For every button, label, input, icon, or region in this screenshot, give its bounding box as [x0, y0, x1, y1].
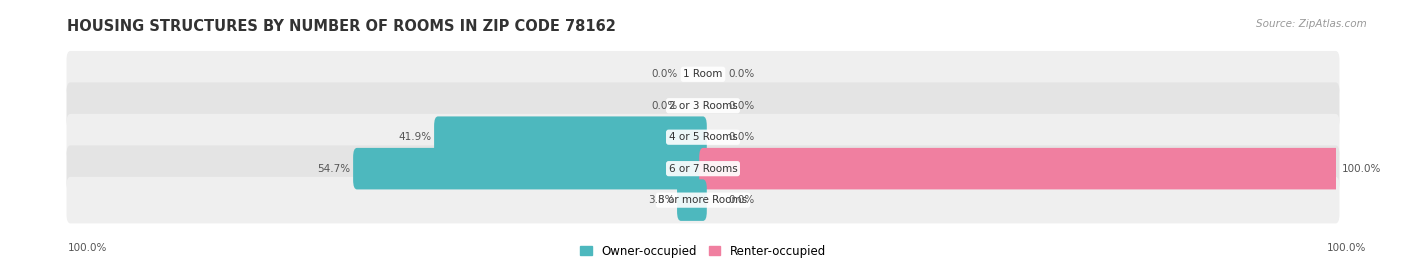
- Text: 100.0%: 100.0%: [1327, 243, 1367, 253]
- FancyBboxPatch shape: [66, 82, 1340, 129]
- FancyBboxPatch shape: [353, 148, 707, 189]
- Text: HOUSING STRUCTURES BY NUMBER OF ROOMS IN ZIP CODE 78162: HOUSING STRUCTURES BY NUMBER OF ROOMS IN…: [67, 19, 616, 34]
- Text: 41.9%: 41.9%: [398, 132, 432, 142]
- Text: 100.0%: 100.0%: [67, 243, 107, 253]
- Text: 0.0%: 0.0%: [728, 101, 755, 111]
- Text: 54.7%: 54.7%: [318, 164, 350, 174]
- FancyBboxPatch shape: [66, 145, 1340, 192]
- Text: 4 or 5 Rooms: 4 or 5 Rooms: [669, 132, 737, 142]
- FancyBboxPatch shape: [66, 114, 1340, 161]
- Text: 8 or more Rooms: 8 or more Rooms: [658, 195, 748, 205]
- FancyBboxPatch shape: [434, 116, 707, 158]
- Text: 3.5%: 3.5%: [648, 195, 675, 205]
- Text: Source: ZipAtlas.com: Source: ZipAtlas.com: [1256, 19, 1367, 29]
- Text: 1 Room: 1 Room: [683, 69, 723, 79]
- FancyBboxPatch shape: [699, 148, 1340, 189]
- FancyBboxPatch shape: [66, 177, 1340, 224]
- Text: 0.0%: 0.0%: [728, 132, 755, 142]
- Text: 100.0%: 100.0%: [1343, 164, 1382, 174]
- Text: 0.0%: 0.0%: [728, 69, 755, 79]
- Text: 0.0%: 0.0%: [728, 195, 755, 205]
- FancyBboxPatch shape: [66, 51, 1340, 98]
- Text: 0.0%: 0.0%: [651, 69, 678, 79]
- Text: 2 or 3 Rooms: 2 or 3 Rooms: [669, 101, 737, 111]
- Text: 0.0%: 0.0%: [651, 101, 678, 111]
- Legend: Owner-occupied, Renter-occupied: Owner-occupied, Renter-occupied: [579, 245, 827, 258]
- FancyBboxPatch shape: [678, 179, 707, 221]
- Text: 6 or 7 Rooms: 6 or 7 Rooms: [669, 164, 737, 174]
